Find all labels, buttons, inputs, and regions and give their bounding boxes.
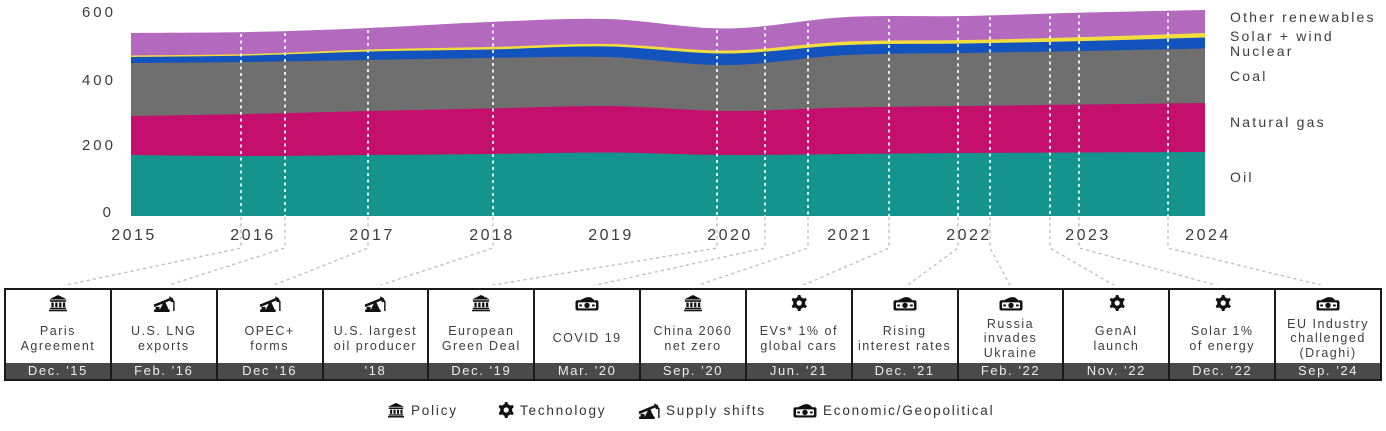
svg-text:2019: 2019 [588,227,634,244]
svg-text:Oil: Oil [1230,169,1254,185]
svg-text:Solar + wind: Solar + wind [1230,28,1334,44]
svg-text:2016: 2016 [230,227,276,244]
svg-text:2020: 2020 [707,227,753,244]
svg-text:Coal: Coal [1230,68,1268,84]
svg-text:2023: 2023 [1065,227,1111,244]
svg-text:2017: 2017 [349,227,395,244]
svg-text:0: 0 [103,204,114,221]
svg-text:2015: 2015 [111,227,157,244]
svg-text:2021: 2021 [827,227,873,244]
svg-text:Natural gas: Natural gas [1230,114,1326,130]
svg-text:600: 600 [82,4,116,21]
svg-text:2022: 2022 [946,227,992,244]
svg-text:400: 400 [82,72,116,89]
svg-text:200: 200 [82,137,116,154]
svg-text:2018: 2018 [469,227,515,244]
svg-text:Other renewables: Other renewables [1230,9,1376,25]
svg-text:Nuclear: Nuclear [1230,43,1294,59]
svg-text:2024: 2024 [1185,227,1231,244]
